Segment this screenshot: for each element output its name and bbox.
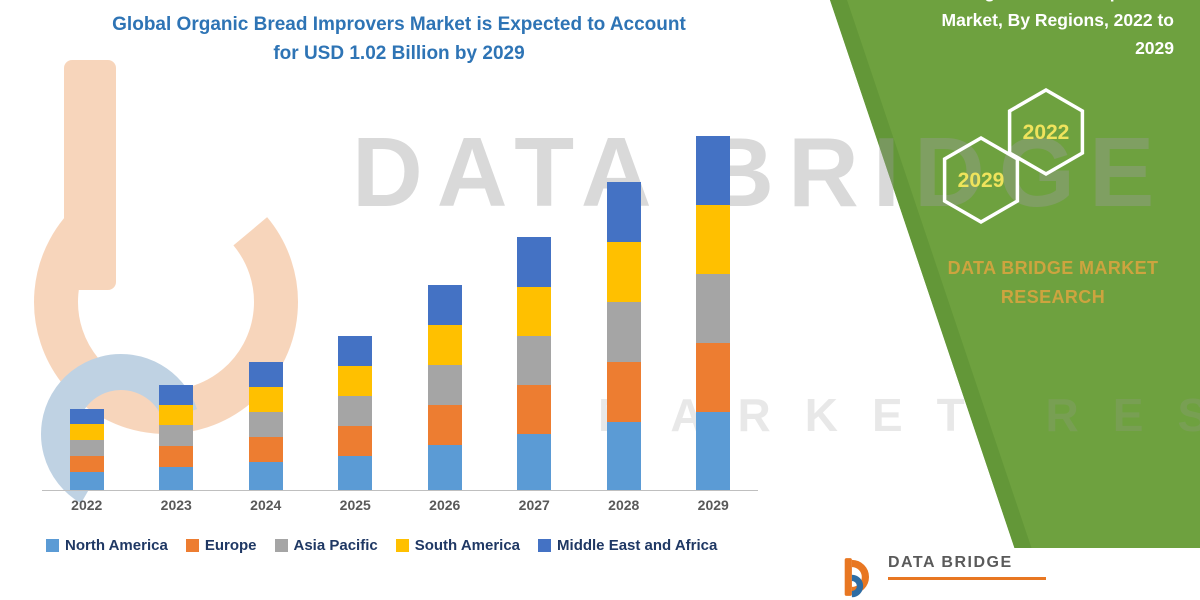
side-panel-heading-line2: Market, By Regions, 2022 to	[941, 10, 1174, 30]
bar-group-2022	[42, 116, 132, 490]
bar-segment-europe	[696, 343, 731, 412]
bar-group-2028	[579, 116, 669, 490]
watermark-text: DATA BRIDGE	[352, 117, 1169, 227]
legend-label: Europe	[204, 537, 257, 554]
bar-segment-middle-east-and-africa	[69, 409, 104, 424]
hexagon-2022-outline	[1007, 88, 1085, 177]
legend-swatch	[538, 539, 552, 552]
legend-label: Asia Pacific	[293, 537, 378, 554]
bar-segment-europe	[427, 405, 462, 445]
bar-segment-north-america	[517, 434, 552, 490]
databridge-logo-icon	[844, 558, 869, 598]
legend-swatch	[46, 539, 59, 552]
panel-brand: DATA BRIDGE MARKET RESEARCH	[930, 254, 1176, 312]
bar-segment-asia-pacific	[517, 336, 552, 385]
bar-segment-south-america	[696, 205, 731, 274]
bar-segment-europe	[69, 456, 104, 472]
page-title-line2: for USD 1.02 Billion by 2029	[273, 43, 525, 65]
bar-segment-south-america	[159, 405, 194, 425]
bar-segment-middle-east-and-africa	[606, 182, 641, 242]
bar-segment-middle-east-and-africa	[427, 285, 462, 325]
bar-segment-north-america	[427, 445, 462, 490]
legend-label: North America	[65, 537, 168, 554]
legend-swatch	[185, 539, 199, 552]
bar-segment-middle-east-and-africa	[159, 385, 194, 405]
bar-segment-asia-pacific	[69, 440, 104, 456]
bar-segment-south-america	[427, 325, 462, 365]
bar-segment-north-america	[69, 472, 104, 490]
bar-segment-north-america	[696, 412, 731, 490]
bar-segment-north-america	[606, 422, 641, 490]
bar-group-2024	[221, 116, 311, 490]
side-panel-heading: Global Organic Bread Improvers Market, B…	[905, 0, 1174, 62]
bar-group-2023	[132, 116, 222, 490]
bar-segment-south-america	[69, 424, 104, 440]
bar-segment-north-america	[159, 467, 194, 490]
bar-segment-europe	[248, 437, 283, 462]
bar-segment-north-america	[248, 462, 283, 490]
x-axis-label: 2023	[160, 497, 192, 513]
x-axis-label: 2026	[429, 497, 461, 513]
footer-accent-line	[888, 577, 1046, 580]
page-title: Global Organic Bread Improvers Market is…	[28, 10, 770, 69]
x-axis-label: 2024	[250, 497, 282, 513]
bar-segment-asia-pacific	[696, 274, 731, 343]
hex-year-2029: 2029	[958, 169, 1005, 192]
bar-segment-middle-east-and-africa	[696, 136, 731, 205]
x-axis-label: 2022	[71, 497, 103, 513]
legend-item: Middle East and Africa	[538, 537, 717, 554]
legend-item: South America	[395, 537, 521, 554]
legend-item: North America	[46, 537, 168, 554]
bar-segment-asia-pacific	[248, 412, 283, 437]
bar-segment-asia-pacific	[159, 425, 194, 446]
x-axis: 2022 2023 2024 2025 2026 2027 2028 2029	[42, 497, 758, 513]
bar-group-2026	[400, 116, 490, 490]
x-axis-label: 2027	[518, 497, 550, 513]
legend-label: South America	[414, 537, 521, 554]
legend-item: Europe	[185, 537, 257, 554]
side-panel-heading-line1: Global Organic Bread Improvers	[905, 0, 1174, 6]
bar-segment-south-america	[248, 387, 283, 412]
bar-segment-south-america	[338, 366, 373, 396]
bar-segment-asia-pacific	[606, 302, 641, 362]
bar-segment-europe	[338, 426, 373, 456]
bar-group-2027	[490, 116, 580, 490]
bar-segment-europe	[606, 362, 641, 422]
x-axis-label: 2025	[339, 497, 371, 513]
bar-group-2029	[669, 116, 759, 490]
bar-segment-south-america	[517, 287, 552, 336]
bar-segment-asia-pacific	[427, 365, 462, 405]
panel-brand-line1: DATA BRIDGE MARKET	[947, 258, 1159, 278]
footer-brand: DATA BRIDGE	[816, 548, 1200, 600]
x-axis-label: 2029	[697, 497, 729, 513]
footer-brand-name: DATA BRIDGE	[888, 554, 1013, 571]
side-panel-heading-line3: 2029	[1135, 38, 1174, 58]
bar-segment-middle-east-and-africa	[248, 362, 283, 387]
bar-segment-north-america	[338, 456, 373, 490]
bar-segment-europe	[159, 446, 194, 467]
legend-swatch	[395, 539, 409, 552]
legend-swatch	[274, 539, 288, 552]
bar-segment-europe	[517, 385, 552, 434]
chart-legend: North America Europe Asia Pacific South Ame…	[46, 537, 717, 554]
bar-segment-south-america	[606, 242, 641, 302]
page-title-line1: Global Organic Bread Improvers Market is…	[112, 14, 686, 35]
x-axis-label: 2028	[608, 497, 640, 513]
hexagon-2029-outline	[942, 135, 1020, 225]
bar-segment-asia-pacific	[338, 396, 373, 426]
hex-year-2022: 2022	[1023, 121, 1070, 144]
panel-brand-line2: RESEARCH	[1000, 286, 1106, 307]
bar-segment-middle-east-and-africa	[338, 336, 373, 366]
bar-group-2025	[311, 116, 401, 490]
hexagon-badges: 2022 2029	[942, 88, 1085, 225]
bar-segment-middle-east-and-africa	[517, 237, 552, 287]
stacked-bar-chart	[42, 116, 758, 491]
legend-label: Middle East and Africa	[557, 537, 718, 554]
legend-item: Asia Pacific	[274, 537, 378, 554]
